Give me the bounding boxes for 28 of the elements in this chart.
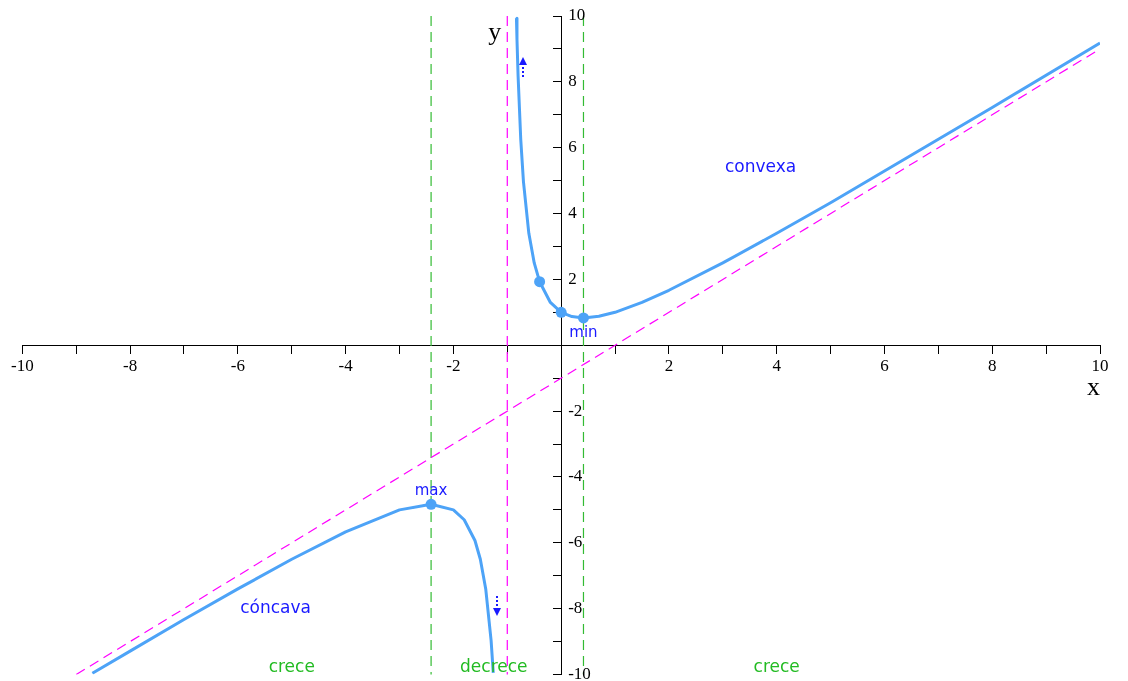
annotation: crece <box>753 656 800 677</box>
x-tick-label: 10 <box>1091 355 1109 375</box>
x-axis-title: x <box>1087 372 1100 402</box>
x-tick-label: -10 <box>10 355 34 375</box>
y-tick-label: -2 <box>568 400 583 420</box>
y-tick-label: 4 <box>568 203 578 223</box>
y-tick-label: -8 <box>568 598 583 618</box>
x-tick-label: 2 <box>664 355 674 375</box>
annotation: min <box>569 323 598 342</box>
y-axis-title: y <box>488 16 502 46</box>
x-tick-label: -6 <box>230 355 245 375</box>
annotation: cóncava <box>240 597 311 618</box>
x-tick-label: -4 <box>338 355 354 375</box>
y-tick-label: -6 <box>568 532 583 552</box>
y-tick-label: 8 <box>568 71 577 91</box>
x-tick-label: 8 <box>987 355 997 375</box>
y-tick-label: 6 <box>568 137 577 157</box>
y-tick-label: -4 <box>568 466 583 486</box>
annotation: max <box>414 480 448 499</box>
annotation: crece <box>268 656 315 677</box>
annotation: convexa <box>724 155 797 176</box>
x-tick-label: 4 <box>772 355 782 375</box>
y-tick-label: -10 <box>568 663 591 681</box>
x-tick-label: 6 <box>880 355 889 375</box>
y-tick-label: 2 <box>568 268 577 288</box>
y-tick-label: 10 <box>568 5 586 25</box>
x-tick-label: -8 <box>123 355 138 375</box>
x-tick-label: -2 <box>446 355 461 375</box>
